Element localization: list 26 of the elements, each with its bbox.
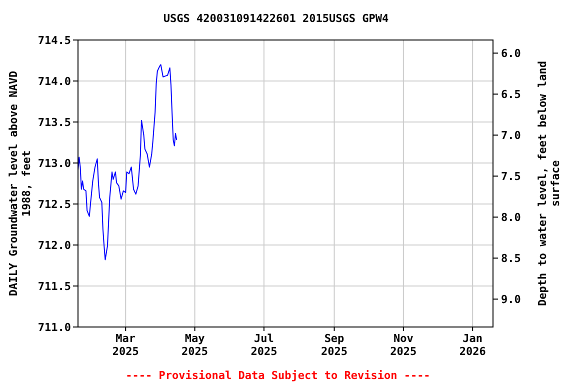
- x-tick-label: Mar 2025: [112, 332, 139, 358]
- chart-title: USGS 420031091422601 2015USGS GPW4: [163, 12, 389, 25]
- y2-tick-label: 6.5: [501, 88, 521, 101]
- y2-tick-label: 7.5: [501, 170, 521, 183]
- y-tick-label: 712.5: [38, 198, 71, 211]
- x-tick-label: Sep 2025: [321, 332, 348, 358]
- x-tick-label: Jul 2025: [250, 332, 278, 358]
- y-tick-label: 711.5: [38, 280, 71, 293]
- x-tick-label: Nov 2025: [390, 332, 417, 358]
- x-tick-label: Jan 2026: [459, 332, 486, 358]
- line-series: [78, 64, 178, 260]
- x-tick-label: May 2025: [182, 332, 208, 358]
- y-tick-label: 713.5: [38, 116, 71, 129]
- y2-axis-title: Depth to water level, feet below land surface: [536, 60, 562, 306]
- text: ---- Provisional Data Subject to Revision ----: [126, 369, 430, 382]
- y2-tick-label: 9.0: [501, 292, 521, 306]
- y2-tick-label: 8.0: [501, 210, 521, 224]
- y2-tick-label: 8.5: [501, 252, 521, 265]
- y-tick-label: 713.0: [38, 156, 71, 170]
- y2-tick-label: 6.0: [501, 46, 521, 60]
- y-tick-label: 714.0: [38, 74, 71, 88]
- y2-tick-label: 7.0: [501, 128, 521, 142]
- y-axis-title: DAILY Groundwater level above NAVD 1988, feet: [7, 70, 33, 296]
- y-tick-label: 712.0: [38, 238, 71, 252]
- y-tick-label: 714.5: [38, 34, 71, 47]
- y-tick-label: 711.0: [38, 320, 71, 334]
